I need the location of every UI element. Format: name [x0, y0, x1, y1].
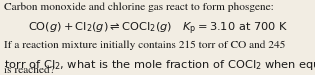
Text: Carbon monoxide and chlorine gas react to form phosgene:: Carbon monoxide and chlorine gas react t… — [4, 2, 273, 12]
Text: is reached?: is reached? — [4, 65, 54, 75]
Text: $\mathrm{CO}(\mathit{g}) + \mathrm{Cl_2}(\mathit{g}) \rightleftharpoons \mathrm{: $\mathrm{CO}(\mathit{g}) + \mathrm{Cl_2}… — [28, 21, 289, 37]
Text: $\mathrm{torr\ of\ Cl_2}$, what is the mole fraction of $\mathrm{COCl_2}$ when e: $\mathrm{torr\ of\ Cl_2}$, what is the m… — [4, 58, 315, 73]
Text: If a reaction mixture initially contains 215 torr of CO and 245: If a reaction mixture initially contains… — [4, 40, 285, 50]
